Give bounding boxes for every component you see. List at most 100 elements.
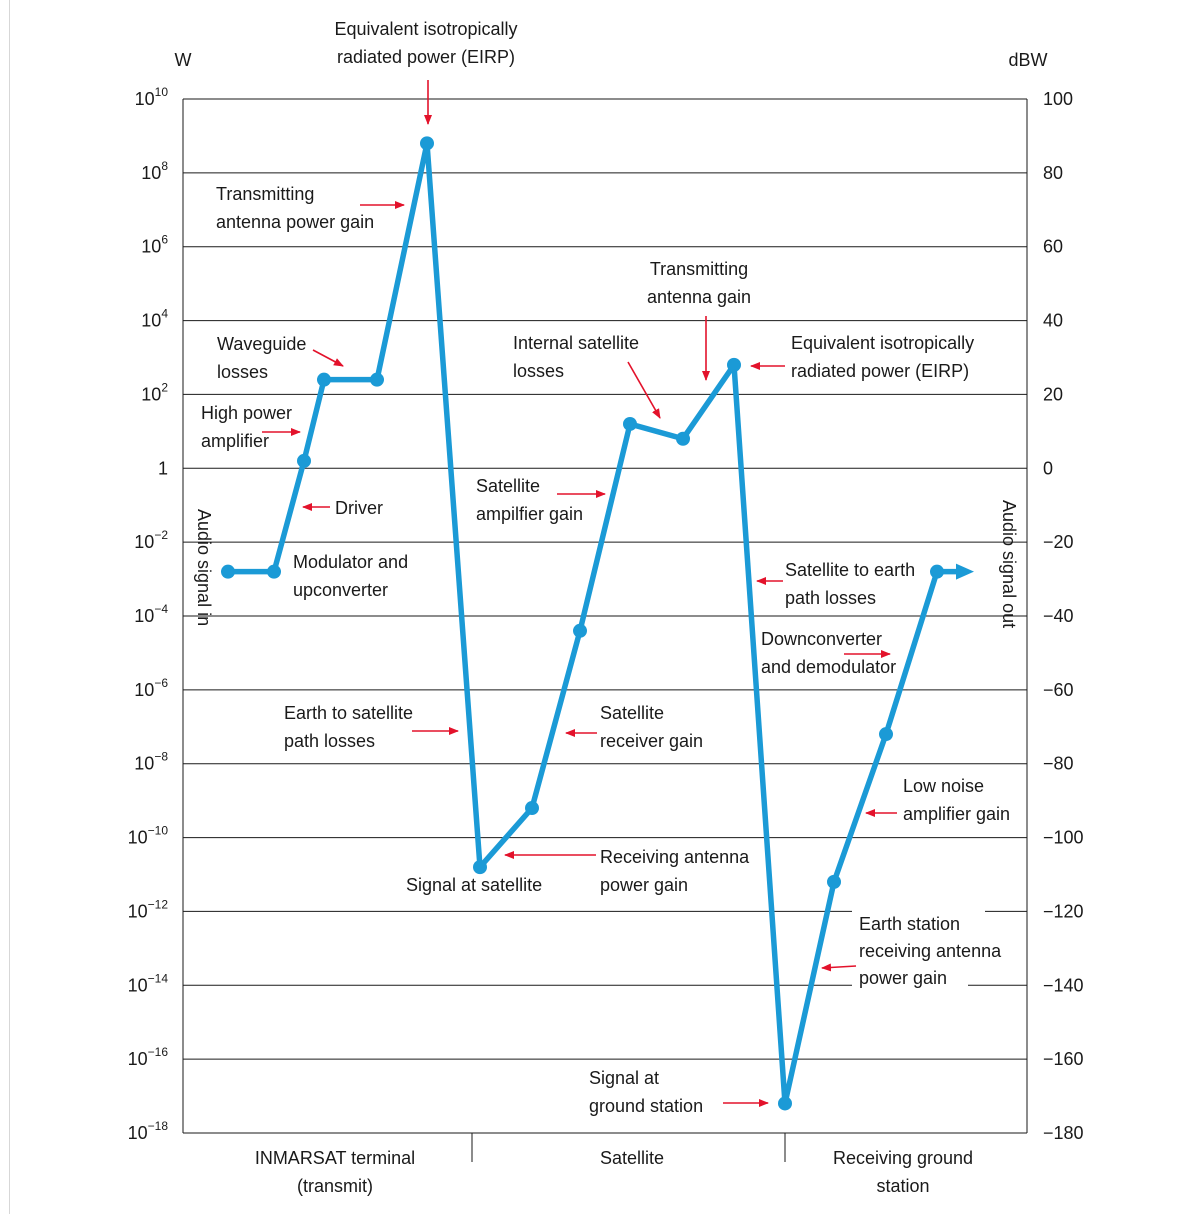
left-tick-label-13: 10−16 xyxy=(128,1045,169,1069)
x-section-label-2-line-1: Satellite xyxy=(600,1148,664,1168)
right-tick-label-3: 40 xyxy=(1043,311,1063,331)
left-tick-label-6: 10−2 xyxy=(134,528,168,552)
x-section-label-3-line-1: Receiving ground xyxy=(833,1148,973,1168)
annotation-labels: Equivalent isotropically radiated power (… xyxy=(194,19,1019,1116)
right-tick-label-12: −140 xyxy=(1043,975,1084,995)
annotation-label-15-line-2: path losses xyxy=(785,588,876,608)
annotation-label-17-line-2: amplifier gain xyxy=(903,804,1010,824)
annotation-label-9-line-1: Receiving antenna xyxy=(600,847,750,867)
annotation-label-7-line-1: Earth to satellite xyxy=(284,703,413,723)
right-tick-label-2: 60 xyxy=(1043,237,1063,257)
annotation-arrow-3 xyxy=(312,349,344,367)
right-tick-label-13: −160 xyxy=(1043,1049,1084,1069)
data-point-12 xyxy=(778,1096,792,1111)
annotation-label-7-line-2: path losses xyxy=(284,731,375,751)
left-tick-label-14: 10−18 xyxy=(128,1119,169,1143)
annotation-label-2-line-1: Transmitting xyxy=(216,184,314,204)
annotation-label-2-line-2: antenna power gain xyxy=(216,212,374,232)
annotation-label-11-line-1: Satellite xyxy=(476,476,540,496)
annotation-label-10-line-2: receiver gain xyxy=(600,731,703,751)
annotation-label-18-line-3: power gain xyxy=(859,968,947,988)
annotation-label-8-line-1: Signal at satellite xyxy=(406,875,542,895)
left-tick-label-8: 10−6 xyxy=(134,676,168,700)
data-point-4 xyxy=(370,372,384,387)
data-point-5 xyxy=(420,136,434,151)
annotation-label-12-line-2: losses xyxy=(513,361,564,381)
annotation-label-18-line-2: receiving antenna xyxy=(859,941,1002,961)
output-arrow-head xyxy=(956,563,974,580)
annotation-label-17-line-1: Low noise xyxy=(903,776,984,796)
x-section-label-1-line-1: INMARSAT terminal xyxy=(255,1148,415,1168)
left-tick-label-11: 10−12 xyxy=(128,897,169,921)
annotation-label-12-line-1: Internal satellite xyxy=(513,333,639,353)
right-tick-label-11: −120 xyxy=(1043,901,1084,921)
annotation-label-15-line-1: Satellite to earth xyxy=(785,560,915,580)
right-tick-label-9: −80 xyxy=(1043,754,1074,774)
annotation-label-4-line-2: amplifier xyxy=(201,431,269,451)
right-tick-label-4: 20 xyxy=(1043,384,1063,404)
annotation-label-6-line-1: Modulator and xyxy=(293,552,408,572)
data-point-15 xyxy=(930,564,944,579)
data-point-8 xyxy=(573,623,587,638)
annotation-label-9-line-2: power gain xyxy=(600,875,688,895)
annotation-label-1-line-2: radiated power (EIRP) xyxy=(337,47,515,67)
left-tick-label-1: 108 xyxy=(141,159,168,183)
left-tick-label-3: 104 xyxy=(141,307,168,331)
page-left-border xyxy=(9,0,10,1214)
annotation-label-14-line-2: radiated power (EIRP) xyxy=(791,361,969,381)
data-point-7 xyxy=(525,801,539,816)
left-tick-label-9: 10−8 xyxy=(134,750,168,774)
right-tick-label-0: 100 xyxy=(1043,89,1073,109)
annotation-label-19-line-2: ground station xyxy=(589,1096,703,1116)
data-point-0 xyxy=(221,564,235,579)
annotation-label-5-line-1: Driver xyxy=(335,498,383,518)
data-point-11 xyxy=(727,357,741,372)
left-tick-label-2: 106 xyxy=(141,233,168,257)
left-tick-label-4: 102 xyxy=(141,380,168,404)
data-point-6 xyxy=(473,860,487,875)
right-tick-label-1: 80 xyxy=(1043,163,1063,183)
left-tick-label-12: 10−14 xyxy=(128,971,169,995)
annotation-arrows xyxy=(262,80,897,1107)
annotation-label-3-line-2: losses xyxy=(217,362,268,382)
annotation-label-4-line-1: High power xyxy=(201,403,292,423)
gridlines xyxy=(183,98,1027,1134)
annotation-label-11-line-2: ampilfier gain xyxy=(476,504,583,524)
left-tick-label-10: 10−10 xyxy=(128,824,169,848)
signal-level-line xyxy=(225,140,940,1107)
annotation-arrow-10 xyxy=(627,361,661,419)
left-axis-unit: W xyxy=(175,50,192,70)
annotation-label-16-line-2: and demodulator xyxy=(761,657,896,677)
right-tick-label-10: −100 xyxy=(1043,828,1084,848)
right-axis-unit: dBW xyxy=(1008,50,1047,70)
data-point-10 xyxy=(676,431,690,446)
data-point-9 xyxy=(623,416,637,431)
right-tick-label-8: −60 xyxy=(1043,680,1074,700)
left-tick-label-5: 1 xyxy=(158,458,168,478)
data-point-1 xyxy=(267,564,281,579)
data-point-13 xyxy=(827,874,841,889)
annotation-arrow-16 xyxy=(821,963,857,972)
left-tick-label-0: 1010 xyxy=(135,85,169,109)
signal-level-series xyxy=(221,136,974,1111)
annotation-label-16-line-1: Downconverter xyxy=(761,629,882,649)
right-tick-label-7: −40 xyxy=(1043,606,1074,626)
annotation-label-14-line-1: Equivalent isotropically xyxy=(791,333,974,353)
right-tick-label-5: 0 xyxy=(1043,458,1053,478)
annotation-label-6-line-2: upconverter xyxy=(293,580,388,600)
annotation-label-19-line-1: Signal at xyxy=(589,1068,659,1088)
audio-signal-in-label: Audio signal in xyxy=(194,509,214,626)
annotation-label-13-line-2: antenna gain xyxy=(647,287,751,307)
right-tick-label-6: −20 xyxy=(1043,532,1074,552)
data-point-3 xyxy=(317,372,331,387)
annotation-label-10-line-1: Satellite xyxy=(600,703,664,723)
x-section-label-3-line-2: station xyxy=(876,1176,929,1196)
audio-signal-out-label: Audio signal out xyxy=(999,500,1019,628)
x-section-label-1-line-2: (transmit) xyxy=(297,1176,373,1196)
annotation-label-13-line-1: Transmitting xyxy=(650,259,748,279)
annotation-label-3-line-1: Waveguide xyxy=(217,334,306,354)
left-tick-label-7: 10−4 xyxy=(134,602,168,626)
right-tick-label-14: −180 xyxy=(1043,1123,1084,1143)
